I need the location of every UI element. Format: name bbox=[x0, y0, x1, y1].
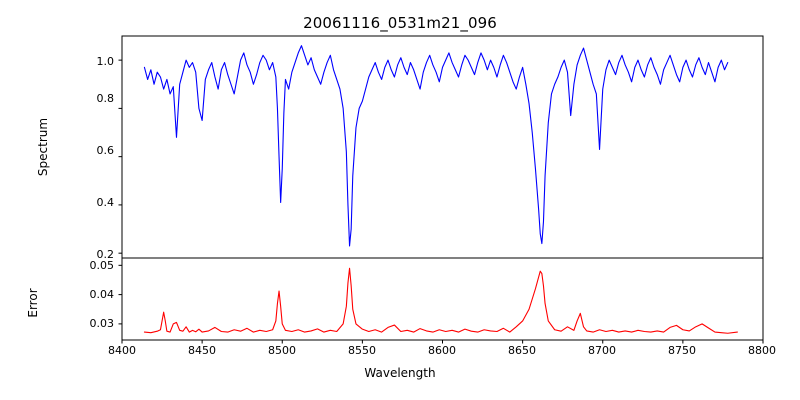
xtick-0: 8400 bbox=[108, 344, 136, 357]
ytick-bottom-2: 0.05 bbox=[89, 259, 115, 272]
xtick-4: 8600 bbox=[428, 344, 456, 357]
ytick-bottom-1: 0.04 bbox=[89, 288, 115, 301]
x-axis-label: Wavelength bbox=[364, 366, 436, 380]
x-axis-ticks bbox=[121, 340, 764, 344]
ytick-top-2: 0.6 bbox=[96, 144, 115, 157]
ytick-top-3: 0.8 bbox=[96, 92, 115, 105]
ytick-top-1: 0.4 bbox=[96, 196, 115, 209]
ytick-top-0: 0.2 bbox=[96, 248, 115, 261]
figure-title: 20061116_0531m21_096 bbox=[303, 14, 497, 32]
ytick-bottom-0: 0.03 bbox=[89, 317, 115, 330]
xtick-7: 8750 bbox=[668, 344, 696, 357]
bottom-panel-frame bbox=[121, 257, 764, 341]
error-line bbox=[143, 267, 738, 334]
xtick-2: 8500 bbox=[268, 344, 296, 357]
ytick-top-4: 1.0 bbox=[96, 55, 115, 68]
spectrum-line bbox=[143, 45, 729, 247]
xtick-6: 8700 bbox=[588, 344, 616, 357]
bottom-panel-ticks bbox=[118, 264, 122, 325]
xtick-3: 8550 bbox=[348, 344, 376, 357]
xtick-5: 8650 bbox=[508, 344, 536, 357]
xtick-1: 8450 bbox=[188, 344, 216, 357]
top-panel-ticks bbox=[118, 59, 122, 254]
xtick-8: 8800 bbox=[748, 344, 776, 357]
